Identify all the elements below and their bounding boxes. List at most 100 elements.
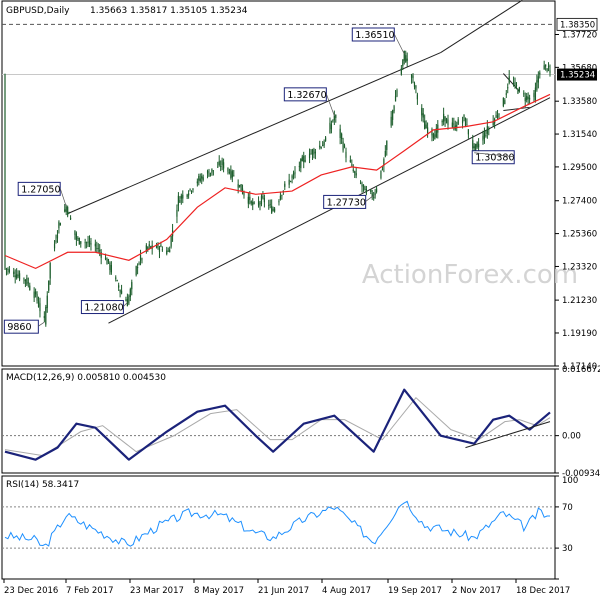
- candle-body: [311, 149, 314, 155]
- candle-body: [359, 182, 362, 184]
- candle-body: [233, 175, 235, 177]
- candle-body: [202, 177, 204, 181]
- candle-body: [537, 76, 539, 83]
- candle-body: [496, 115, 499, 118]
- candle-body: [271, 205, 273, 214]
- trend-line: [108, 97, 551, 324]
- candle-body: [190, 191, 193, 192]
- candle-body: [14, 275, 16, 278]
- candle-body: [148, 244, 150, 247]
- candle-body: [37, 301, 40, 307]
- x-tick-label: 18 Dec 2017: [516, 586, 570, 596]
- candle-body: [527, 96, 529, 100]
- candle-body: [49, 262, 51, 279]
- candle-body: [533, 93, 535, 98]
- annotation-box: [471, 150, 515, 165]
- candle-body: [406, 58, 408, 61]
- candle-body: [486, 126, 488, 134]
- candle-body: [526, 96, 528, 101]
- candle-body: [294, 171, 296, 174]
- candle-body: [528, 97, 531, 100]
- candle-body: [39, 303, 41, 312]
- candle-body: [221, 160, 223, 166]
- x-tick-label: 19 Sep 2017: [388, 586, 442, 596]
- candle-body: [298, 166, 300, 168]
- candle-body: [291, 175, 293, 179]
- candle-body: [53, 243, 56, 249]
- candle-body: [517, 89, 519, 94]
- candle-body: [110, 265, 112, 273]
- candle-body: [147, 246, 149, 250]
- candle-body: [26, 277, 28, 285]
- candle-body: [435, 128, 437, 137]
- candle-body: [145, 245, 147, 252]
- candle-body: [170, 235, 172, 247]
- rsi-panel-frame: [1, 475, 556, 580]
- annotation-leader: [326, 93, 335, 116]
- candle-body: [263, 198, 265, 203]
- annotation-label: 1.32670: [287, 90, 326, 101]
- candle-body: [67, 207, 69, 216]
- candle-body: [437, 124, 439, 133]
- candle-body: [365, 188, 367, 194]
- candle-body: [176, 209, 178, 217]
- candle-body: [158, 248, 161, 252]
- x-tick-label: 21 Jun 2017: [258, 586, 309, 596]
- candle-body: [252, 201, 254, 206]
- candle-body: [524, 97, 526, 102]
- candle-body: [504, 100, 506, 104]
- candle-body: [192, 188, 194, 190]
- candle-body: [444, 116, 446, 121]
- moving-average-line: [4, 93, 551, 270]
- candle-body: [332, 120, 334, 122]
- candle-body: [467, 129, 469, 135]
- candle-body: [492, 120, 494, 125]
- candle-body: [341, 133, 343, 140]
- candle-body: [220, 166, 222, 168]
- candle-body: [505, 93, 507, 95]
- candle-body: [18, 273, 21, 280]
- candle-body: [431, 129, 433, 136]
- candle-body: [249, 196, 251, 201]
- candle-body: [375, 188, 378, 192]
- rsi-y-tick-label: 100: [562, 476, 578, 486]
- candle-body: [495, 114, 497, 118]
- annotation-box: [80, 300, 124, 315]
- candle-body: [310, 153, 312, 155]
- candle-body: [473, 146, 475, 149]
- candle-body: [75, 233, 78, 240]
- candle-body: [456, 125, 458, 128]
- rsi-line: [4, 500, 551, 547]
- candle-body: [208, 173, 210, 177]
- candle-body: [303, 156, 305, 163]
- candle-body: [461, 120, 464, 124]
- candle-body: [482, 135, 484, 141]
- candle-body: [426, 127, 429, 134]
- candle-body: [301, 156, 303, 162]
- rsi-title: RSI(14) 58.3417: [6, 480, 79, 490]
- x-tick-label: 8 May 2017: [194, 586, 244, 596]
- candle-body: [335, 114, 337, 118]
- candle-body: [269, 203, 271, 205]
- candle-body: [515, 85, 518, 87]
- candle-body: [198, 176, 200, 181]
- candle-body: [69, 217, 72, 220]
- candle-body: [466, 124, 468, 126]
- candle-body: [222, 162, 225, 169]
- price-y-tick-label: 1.25360: [562, 230, 597, 240]
- candle-body: [106, 259, 108, 265]
- candle-body: [17, 274, 19, 277]
- candle-body: [240, 184, 242, 191]
- candle-body: [323, 141, 325, 146]
- macd-title: MACD(12,26,9) 0.005810 0.004530: [6, 373, 166, 383]
- candle-body: [536, 80, 538, 91]
- candle-body: [410, 74, 413, 78]
- current-price-label: 1.35234: [560, 71, 595, 81]
- price-y-tick-label: 1.17140: [562, 362, 597, 372]
- candle-body: [402, 59, 404, 67]
- trend-line: [503, 106, 530, 112]
- annotation-box: [3, 319, 39, 334]
- candle-body: [35, 291, 37, 295]
- candle-body: [206, 170, 209, 174]
- candle-body: [498, 113, 500, 116]
